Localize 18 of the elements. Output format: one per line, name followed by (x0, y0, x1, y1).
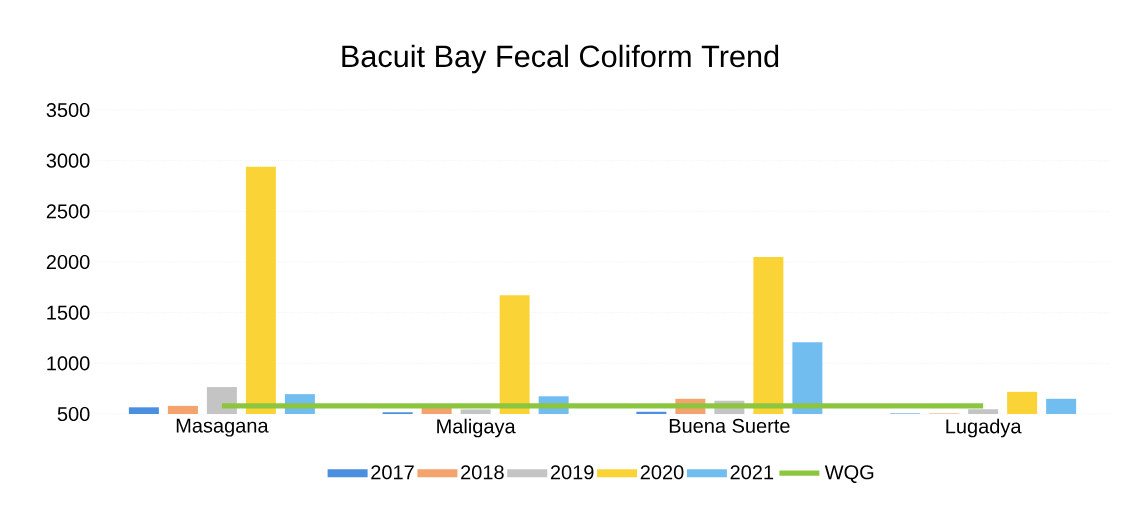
y-tick-label: 3500 (46, 102, 90, 118)
y-tick-label: 2500 (46, 204, 90, 219)
y-tick-label: 2000 (46, 254, 90, 270)
legend-label: 2021 (730, 465, 774, 480)
x-tick-label: Buena Suerte (669, 418, 790, 433)
legend-label: 2019 (550, 465, 594, 480)
y-tick-label: 500 (57, 406, 90, 422)
x-tick-label: Maligaya (437, 418, 516, 438)
legend-label: 2020 (640, 465, 684, 480)
y-tick-label: 1000 (47, 356, 90, 371)
legend-label: WQG (824, 465, 874, 483)
x-tick-label: Masagana (176, 418, 269, 437)
chart-title: Bacuit Bay Fecal Coliform Trend (342, 44, 779, 74)
legend-label: 2017 (371, 465, 414, 480)
x-tick-label: Lugadya (946, 418, 1022, 438)
y-tick-label: 1500 (47, 305, 90, 320)
y-tick-label: 3000 (46, 153, 90, 168)
legend-label: 2018 (461, 465, 504, 480)
